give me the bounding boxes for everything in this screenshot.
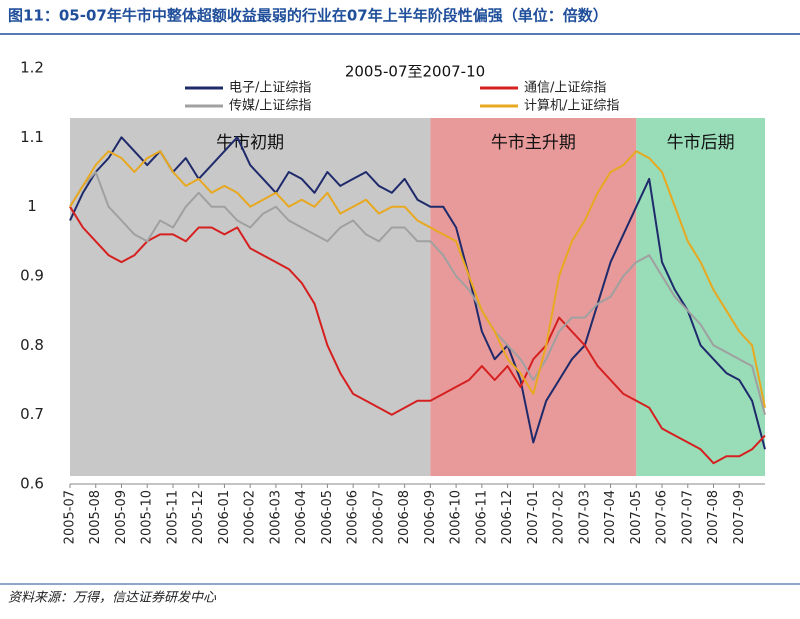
phase-region xyxy=(430,118,637,476)
x-tick-label: 2006-07 xyxy=(371,490,386,544)
phase-region xyxy=(636,118,765,476)
legend-label: 计算机/上证综指 xyxy=(524,99,619,114)
phase-label: 牛市初期 xyxy=(216,133,284,153)
phase-region xyxy=(70,118,431,476)
x-tick-label: 2006-02 xyxy=(243,490,258,544)
x-tick-label: 2007-07 xyxy=(680,490,695,544)
x-tick-label: 2006-08 xyxy=(397,490,412,544)
x-tick-label: 2006-10 xyxy=(449,490,464,544)
x-tick-label: 2007-05 xyxy=(629,490,644,544)
x-tick-label: 2005-07 xyxy=(63,490,78,544)
source: 资料来源：万得，信达证券研发中心 xyxy=(8,591,217,606)
series-line xyxy=(69,136,766,450)
phase-label: 牛市后期 xyxy=(667,133,735,153)
legend-label: 通信/上证综指 xyxy=(524,81,606,96)
x-tick-label: 2005-10 xyxy=(140,490,155,544)
x-tick-label: 2007-08 xyxy=(706,490,721,544)
x-tick-label: 2007-03 xyxy=(577,490,592,544)
x-tick-label: 2006-03 xyxy=(268,490,283,544)
x-tick-label: 2006-09 xyxy=(423,490,438,544)
chart-title: 2005-07至2007-10 xyxy=(345,63,485,81)
x-tick-label: 2006-12 xyxy=(500,490,515,544)
x-tick-label: 2005-12 xyxy=(191,490,206,544)
y-tick-label: 1 xyxy=(27,197,37,215)
x-tick-label: 2006-11 xyxy=(474,490,489,544)
y-tick-label: 0.6 xyxy=(20,475,44,493)
x-tick-label: 2005-09 xyxy=(114,490,129,544)
phase-label: 牛市主升期 xyxy=(491,133,576,153)
legend-label: 传媒/上证综指 xyxy=(229,99,311,114)
x-tick-label: 2006-01 xyxy=(217,490,232,544)
series-line xyxy=(69,206,766,465)
y-tick-label: 0.8 xyxy=(20,336,44,354)
y-tick-label: 0.7 xyxy=(20,405,44,423)
legend-label: 电子/上证综指 xyxy=(229,81,311,96)
x-tick-label: 2006-04 xyxy=(294,490,309,544)
x-tick-label: 2007-06 xyxy=(655,490,670,544)
x-tick-label: 2005-11 xyxy=(165,490,180,544)
x-tick-label: 2006-05 xyxy=(320,490,335,544)
series-line xyxy=(69,150,766,408)
series-line xyxy=(69,171,766,415)
y-tick-label: 1.2 xyxy=(20,59,44,77)
x-tick-label: 2005-08 xyxy=(88,490,103,544)
y-tick-label: 0.9 xyxy=(20,267,44,285)
x-tick-label: 2007-02 xyxy=(552,490,567,544)
x-tick-label: 2007-04 xyxy=(603,490,618,544)
x-tick-label: 2007-09 xyxy=(732,490,747,544)
x-tick-label: 2006-06 xyxy=(346,490,361,544)
x-tick-label: 2007-01 xyxy=(526,490,541,544)
y-tick-label: 1.1 xyxy=(20,128,44,146)
figure-title: 图11：05-07年牛市中整体超额收益最弱的行业在07年上半年阶段性偏强（单位：… xyxy=(8,7,608,25)
plot: 0.6 0.7 0.8 0.9 1 1.1 1.2 2005-07 2005-08 2005-09… xyxy=(20,59,766,544)
